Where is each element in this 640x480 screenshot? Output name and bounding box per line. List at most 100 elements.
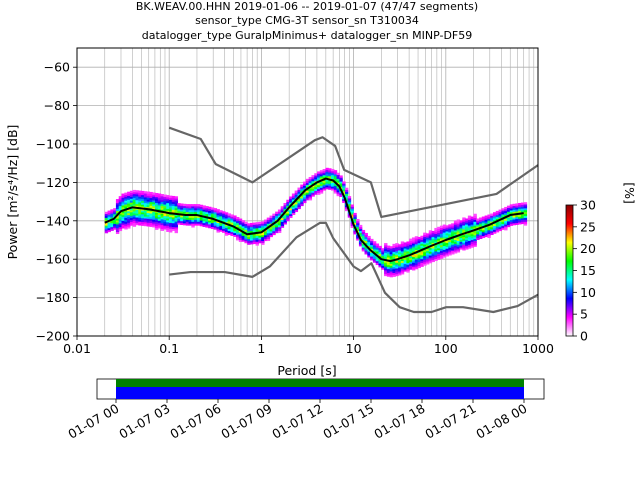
density-cell bbox=[129, 217, 134, 220]
density-cell bbox=[261, 223, 265, 226]
density-cell bbox=[456, 246, 461, 249]
density-cell bbox=[255, 224, 259, 227]
density-cell bbox=[314, 177, 318, 180]
density-cell bbox=[423, 238, 427, 241]
density-cell bbox=[182, 211, 187, 214]
density-cell bbox=[238, 235, 243, 239]
density-cell bbox=[523, 215, 528, 218]
density-cell bbox=[325, 171, 329, 174]
density-cell bbox=[437, 234, 441, 237]
density-cell bbox=[384, 246, 388, 250]
density-cell bbox=[110, 228, 114, 231]
y-axis-label: Power [m²/s⁴/Hz] [dB] bbox=[5, 125, 20, 260]
density-cell bbox=[336, 180, 340, 183]
density-cell bbox=[149, 203, 153, 206]
density-cell bbox=[291, 199, 296, 202]
density-cell bbox=[442, 237, 447, 241]
density-cell bbox=[501, 208, 505, 211]
density-cell bbox=[138, 198, 142, 201]
density-cell bbox=[238, 222, 243, 225]
density-cell bbox=[210, 222, 215, 226]
density-cell bbox=[241, 239, 246, 242]
density-cell bbox=[504, 208, 508, 212]
density-cell bbox=[479, 236, 483, 240]
density-cell bbox=[263, 233, 268, 236]
density-cell bbox=[462, 219, 466, 222]
density-cell bbox=[208, 206, 212, 210]
density-cell bbox=[297, 204, 301, 208]
density-cell bbox=[113, 212, 117, 215]
density-cell bbox=[398, 271, 402, 274]
density-cell bbox=[157, 214, 162, 217]
density-cell bbox=[199, 223, 204, 227]
density-cell bbox=[439, 250, 444, 253]
y-tick-label: −120 bbox=[36, 175, 70, 190]
density-cell bbox=[297, 202, 301, 206]
density-cell bbox=[392, 251, 396, 254]
density-cell bbox=[325, 185, 329, 188]
density-cell bbox=[107, 224, 111, 227]
density-cell bbox=[328, 175, 332, 179]
density-cell bbox=[509, 210, 514, 213]
density-cell bbox=[431, 230, 435, 234]
density-cell bbox=[317, 177, 321, 180]
density-cell bbox=[143, 196, 148, 200]
density-cell bbox=[344, 206, 349, 210]
density-cell bbox=[442, 247, 447, 250]
density-cell bbox=[188, 221, 192, 224]
density-cell bbox=[428, 230, 433, 233]
density-cell bbox=[512, 215, 516, 218]
density-cell bbox=[515, 214, 519, 218]
density-cell bbox=[163, 223, 167, 226]
density-cell bbox=[236, 224, 240, 227]
density-cell bbox=[280, 206, 285, 209]
density-cell bbox=[241, 224, 246, 227]
density-cell bbox=[199, 220, 204, 223]
density-cell bbox=[319, 191, 324, 194]
density-cell bbox=[336, 191, 340, 195]
density-cell bbox=[275, 215, 279, 218]
density-cell bbox=[157, 197, 162, 200]
density-cell bbox=[411, 248, 416, 252]
density-cell bbox=[261, 236, 265, 240]
density-cell bbox=[392, 274, 396, 277]
density-cell bbox=[180, 216, 184, 220]
density-cell bbox=[467, 246, 472, 249]
series-lines bbox=[104, 126, 539, 314]
density-cell bbox=[319, 172, 324, 175]
density-cell bbox=[141, 198, 145, 201]
density-cell bbox=[163, 219, 167, 222]
density-cell bbox=[277, 219, 282, 222]
density-cell bbox=[445, 236, 449, 240]
density-cell bbox=[146, 210, 151, 214]
density-cell bbox=[386, 253, 391, 256]
density-cell bbox=[451, 231, 455, 234]
density-cell bbox=[333, 177, 338, 181]
density-cell bbox=[479, 232, 483, 236]
density-cell bbox=[182, 215, 187, 218]
density-cell bbox=[269, 229, 273, 232]
density-cell bbox=[487, 216, 491, 219]
density-cell bbox=[194, 209, 198, 213]
density-cell bbox=[431, 248, 435, 251]
density-cell bbox=[434, 249, 438, 252]
density-cell bbox=[509, 208, 514, 211]
density-cell bbox=[501, 225, 505, 228]
density-cell bbox=[171, 222, 176, 226]
density-cell bbox=[509, 212, 514, 215]
density-cell bbox=[230, 222, 234, 225]
density-cell bbox=[250, 240, 254, 243]
density-cell bbox=[423, 263, 427, 266]
colorbar-tick-label: 5 bbox=[580, 307, 588, 322]
density-cell bbox=[163, 202, 167, 205]
density-cell bbox=[146, 224, 151, 227]
density-cell bbox=[372, 248, 377, 252]
density-cell bbox=[166, 208, 170, 211]
density-cell bbox=[392, 270, 396, 274]
density-cell bbox=[238, 237, 243, 241]
density-cell bbox=[305, 198, 310, 201]
density-cell bbox=[305, 192, 310, 195]
density-cell bbox=[476, 237, 480, 241]
density-cell bbox=[252, 234, 257, 237]
density-cell bbox=[155, 196, 159, 200]
